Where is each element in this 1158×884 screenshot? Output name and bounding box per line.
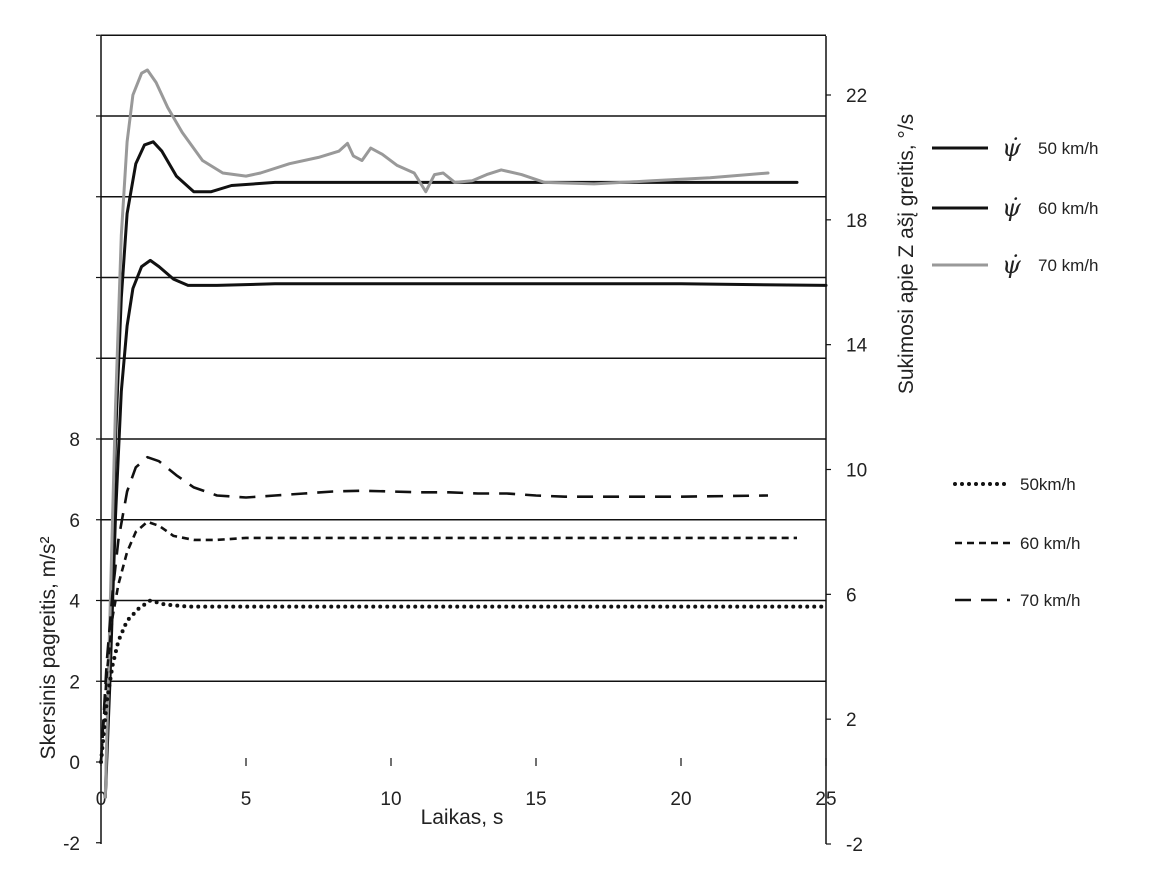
left-y-tick-label: 6 xyxy=(69,511,80,532)
x-tick-label: 10 xyxy=(380,789,401,810)
right-y-tick-label: 14 xyxy=(846,336,868,357)
left-y-axis-title: Skersinis pagreitis, m/s² xyxy=(37,537,60,760)
lateral-acceleration-line xyxy=(99,455,769,763)
right-y-axis-title: Sukimosi apie Z ašį greitis, °/s xyxy=(895,114,918,394)
legend-label: 60 km/h xyxy=(1038,199,1098,218)
series-lines xyxy=(99,68,828,799)
x-tick-label: 0 xyxy=(96,789,107,810)
x-tick-label: 5 xyxy=(241,789,252,810)
legend-psi-symbol: ψ̇ xyxy=(1002,134,1022,162)
left-y-ticks: -2 0 2 4 6 8 xyxy=(63,34,101,855)
right-y-ticks: -2 2 6 10 14 18 22 xyxy=(826,86,868,856)
right-y-tick-label: 10 xyxy=(846,461,867,482)
left-y-tick-label: -2 xyxy=(63,834,80,855)
left-y-tick-label: 2 xyxy=(69,672,80,693)
legend-label: 70 km/h xyxy=(1038,256,1098,275)
x-ticks: 0 5 10 15 20 25 xyxy=(96,758,837,810)
yaw-rate-line xyxy=(103,140,799,799)
legend: ψ̇ 50 km/h ψ̇ 60 km/h ψ̇ 70 km/h 50km/h 60 km/h… xyxy=(932,134,1098,610)
right-y-tick-label: -2 xyxy=(846,835,863,856)
lateral-acceleration-line xyxy=(99,520,797,763)
lateral-acceleration-line xyxy=(99,598,828,764)
legend-psi-symbol: ψ̇ xyxy=(1002,194,1022,222)
right-y-tick-label: 18 xyxy=(846,211,867,232)
right-y-tick-label: 2 xyxy=(846,710,857,731)
legend-label: 70 km/h xyxy=(1020,591,1080,610)
x-tick-label: 25 xyxy=(815,789,836,810)
x-axis-title: Laikas, s xyxy=(421,806,504,829)
left-y-tick-label: 0 xyxy=(69,753,80,774)
yaw-rate-line xyxy=(103,258,828,799)
gridlines xyxy=(101,34,826,682)
right-y-tick-label: 6 xyxy=(846,585,857,606)
legend-label: 50km/h xyxy=(1020,475,1076,494)
legend-psi-symbol: ψ̇ xyxy=(1002,251,1022,279)
left-y-tick-label: 4 xyxy=(69,592,80,613)
left-y-tick-label: 8 xyxy=(69,430,80,451)
right-y-tick-label: 22 xyxy=(846,86,867,107)
legend-label: 50 km/h xyxy=(1038,139,1098,158)
x-tick-label: 15 xyxy=(525,789,546,810)
x-tick-label: 20 xyxy=(670,789,691,810)
yaw-rate-line xyxy=(103,68,770,799)
legend-label: 60 km/h xyxy=(1020,534,1080,553)
